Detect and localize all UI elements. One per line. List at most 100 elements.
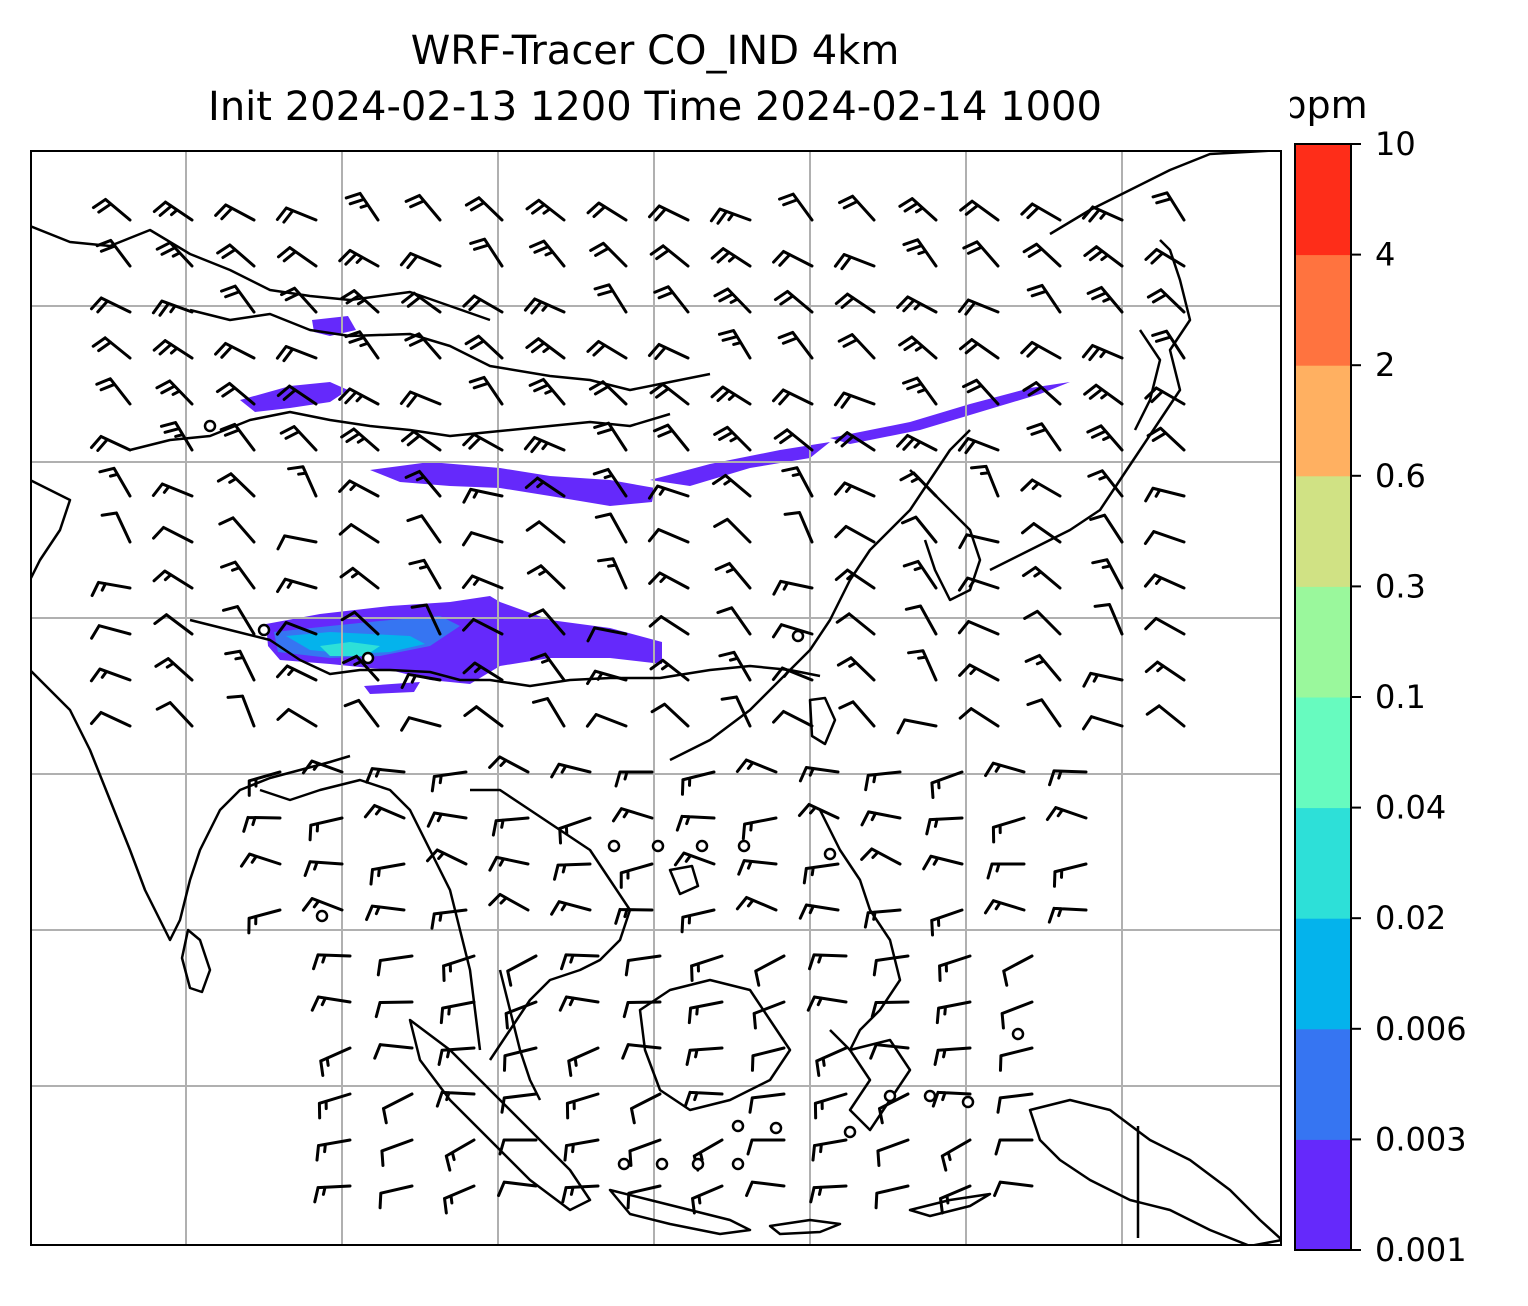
wind-barb [426,811,468,828]
colorbar-band [1295,254,1351,366]
wind-barb [647,484,690,500]
wind-barb [741,816,778,841]
wind-barb [528,377,566,406]
wind-barb [629,1092,662,1125]
wind-barb [151,299,194,317]
wind-barb [152,569,194,590]
calm-marker [617,1157,631,1171]
wind-barb [687,1000,724,1025]
wind-barb [872,954,910,977]
wind-barb [90,624,132,640]
calm-marker [737,839,751,853]
wind-barb [301,759,344,775]
wind-barb [993,1180,1034,1198]
wind-barb [155,379,194,406]
calm-marker [1011,1027,1025,1041]
wind-barb [550,900,592,916]
wind-barb [220,560,256,590]
wind-barb [404,469,442,498]
wind-barb [152,339,194,360]
wind-barb [152,525,194,544]
wind-barb [247,908,282,935]
wind-barb [836,656,876,682]
wind-barb [904,604,938,636]
wind-barb [714,561,752,590]
calm-wind-markers [203,419,1025,1171]
wind-barb [1144,248,1186,268]
wind-barb [1093,603,1124,636]
wind-barb [710,247,752,268]
wind-barb [469,237,504,268]
wind-barb [896,295,938,314]
wind-barb [565,1092,600,1120]
wind-barb [502,1046,538,1072]
wind-barb [585,713,628,728]
wind-barb [589,241,628,268]
wind-barb [771,623,814,639]
wind-barb [338,523,380,544]
wind-barb [315,1138,352,1162]
wind-barb [594,512,628,544]
wind-barb [720,695,752,728]
colorbar-tick-label: 0.3 [1375,567,1426,605]
wind-barb [648,571,690,590]
wind-barb [675,814,716,832]
wind-barb [340,289,380,314]
wind-barb [931,1090,972,1108]
wind-barb [783,511,814,544]
wind-barb [798,903,840,920]
wind-barb [1144,486,1186,503]
wind-barb [984,761,1026,778]
sakhalin [1133,329,1162,431]
wind-barb [276,664,318,682]
tracer-plume-central-east [650,442,830,486]
wind-barb [1144,660,1186,682]
wind-barb [869,1043,910,1060]
wind-barb [713,287,752,314]
wind-barb [902,238,938,268]
wind-barb [735,895,778,912]
wind-barb [226,694,256,728]
wind-barb [746,1138,786,1156]
wind-barb [430,908,468,930]
wind-barb [1081,715,1124,731]
calm-marker [961,1095,975,1109]
wind-barb [563,1138,600,1162]
wind-barb [748,1092,786,1114]
map-frame [30,150,1282,1246]
wind-barb [1020,340,1062,360]
wind-barb [592,467,628,498]
wind-barb [313,1184,352,1204]
wind-barb [488,755,530,774]
wind-barb [340,610,380,636]
calm-marker [843,1125,857,1139]
tracer-plume-small [364,682,420,694]
wind-barb [680,770,716,796]
wind-barb [275,345,318,363]
wind-barb [310,995,352,1012]
java [608,1188,752,1236]
wind-barb [399,251,442,270]
wind-barb [435,1090,476,1108]
wind-barb [1146,426,1186,452]
colorbar-band [1295,1028,1351,1140]
wind-barb [778,192,814,222]
wind-barb [219,422,256,452]
wind-barb [1020,202,1062,222]
wind-barb [303,860,344,877]
wind-barb [430,770,468,793]
calm-marker [695,839,709,853]
wind-barb [1026,698,1062,728]
wind-barb [614,770,654,788]
wind-barb [153,613,194,636]
wind-barb [902,376,938,406]
wind-barb [1020,478,1062,498]
wind-barb [221,605,256,636]
wind-barb [864,770,902,792]
wind-barb [491,816,530,837]
wind-barb [338,387,380,406]
wind-barb [530,652,566,682]
wind-barb [550,762,592,779]
wind-barb [1048,769,1088,787]
wind-barb [752,1000,786,1030]
